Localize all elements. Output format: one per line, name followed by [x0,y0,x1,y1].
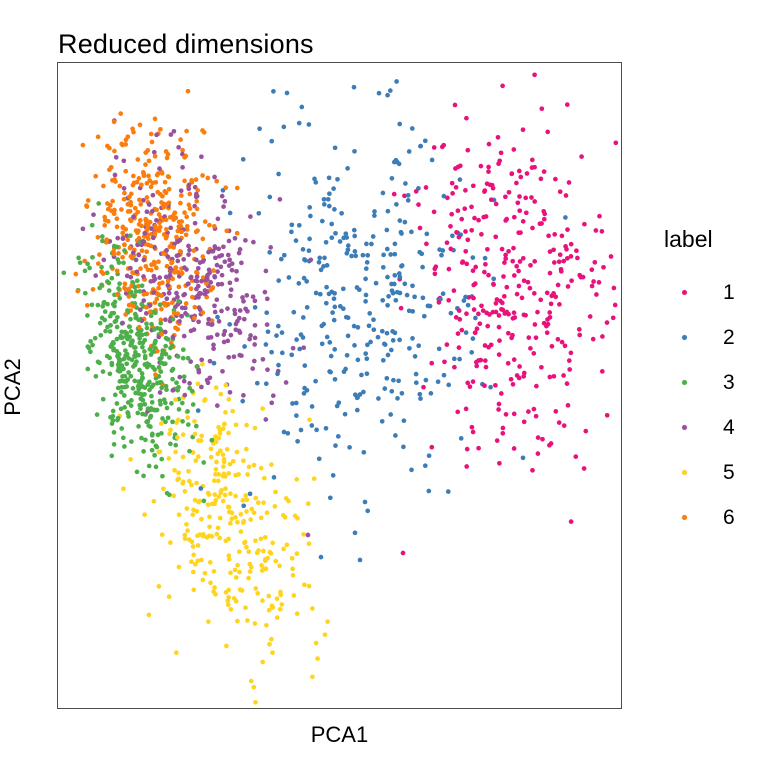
legend-entry-label: 2 [723,325,735,349]
legend-entry-5: 5 [648,450,763,495]
legend-entry-4: 4 [648,405,763,450]
legend-dot-icon [682,515,687,520]
legend-dot-icon [682,290,687,295]
legend-entry-3: 3 [648,360,763,405]
chart-title: Reduced dimensions [58,29,314,60]
legend-dot-icon [682,380,687,385]
legend-entry-label: 6 [723,505,735,529]
legend-dot-icon [682,425,687,430]
legend-dot-icon [682,335,687,340]
y-axis-title: PCA2 [0,358,25,416]
legend-items: 1 2 3 4 5 6 [648,270,763,540]
legend-entry-label: 4 [723,415,735,439]
legend-entry-label: 5 [723,460,735,484]
legend-entry-1: 1 [648,270,763,315]
legend-title: label [664,226,713,252]
scatter-points [61,72,619,705]
legend-entry-label: 3 [723,370,735,394]
legend-entry-6: 6 [648,495,763,540]
legend: label 1 2 3 4 5 6 [648,226,763,540]
legend-entry-2: 2 [648,315,763,360]
legend-dot-icon [682,470,687,475]
plot-panel [57,62,622,709]
scatter-plot [61,72,619,705]
legend-entry-label: 1 [723,280,735,304]
x-axis-title: PCA1 [310,722,369,747]
